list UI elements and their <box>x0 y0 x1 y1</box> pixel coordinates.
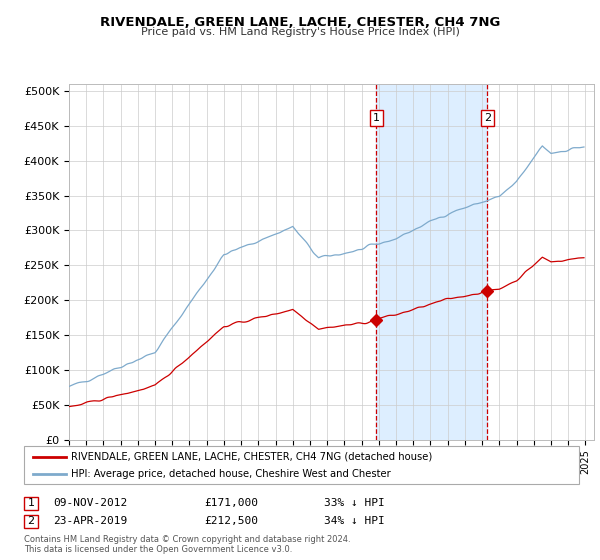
Text: 1: 1 <box>28 498 34 508</box>
Text: £212,500: £212,500 <box>204 516 258 526</box>
Text: 2: 2 <box>484 113 491 123</box>
Text: Price paid vs. HM Land Registry's House Price Index (HPI): Price paid vs. HM Land Registry's House … <box>140 27 460 37</box>
Text: 2: 2 <box>28 516 34 526</box>
Text: 33% ↓ HPI: 33% ↓ HPI <box>324 498 385 508</box>
Text: RIVENDALE, GREEN LANE, LACHE, CHESTER, CH4 7NG: RIVENDALE, GREEN LANE, LACHE, CHESTER, C… <box>100 16 500 29</box>
Text: RIVENDALE, GREEN LANE, LACHE, CHESTER, CH4 7NG (detached house): RIVENDALE, GREEN LANE, LACHE, CHESTER, C… <box>71 451 432 461</box>
Text: HPI: Average price, detached house, Cheshire West and Chester: HPI: Average price, detached house, Ches… <box>71 469 391 479</box>
Text: Contains HM Land Registry data © Crown copyright and database right 2024.
This d: Contains HM Land Registry data © Crown c… <box>24 535 350 554</box>
Text: 1: 1 <box>373 113 380 123</box>
Text: 34% ↓ HPI: 34% ↓ HPI <box>324 516 385 526</box>
Text: 23-APR-2019: 23-APR-2019 <box>53 516 127 526</box>
Text: £171,000: £171,000 <box>204 498 258 508</box>
Bar <box>376 84 487 440</box>
Text: 09-NOV-2012: 09-NOV-2012 <box>53 498 127 508</box>
